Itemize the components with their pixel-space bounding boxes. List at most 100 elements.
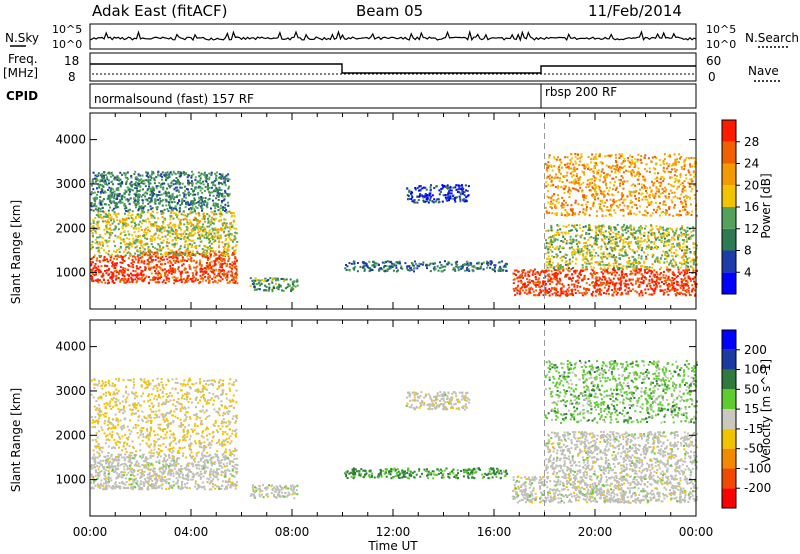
power-scatter-pixel: [163, 228, 166, 231]
power-scatter-pixel: [213, 179, 216, 182]
power-scatter-pixel: [174, 205, 177, 208]
power-scatter-pixel: [626, 243, 629, 246]
power-scatter-pixel: [666, 235, 668, 237]
power-scatter-pixel: [613, 291, 616, 294]
power-scatter-pixel: [215, 253, 218, 256]
power-scatter-pixel: [106, 172, 109, 175]
power-scatter-pixel: [688, 248, 691, 250]
power-scatter-pixel: [642, 274, 645, 277]
power-scatter-pixel: [632, 268, 635, 271]
power-scatter-pixel: [610, 229, 613, 232]
power-scatter-pixel: [419, 185, 422, 188]
power-scatter-pixel: [612, 294, 615, 297]
power-scatter-pixel: [665, 197, 668, 199]
power-scatter-pixel: [101, 244, 104, 247]
power-scatter-pixel: [213, 190, 215, 193]
power-scatter-pixel: [549, 289, 552, 292]
power-scatter-pixel: [118, 271, 121, 274]
power-scatter-pixel: [604, 263, 607, 266]
power-scatter-pixel: [666, 287, 669, 290]
power-scatter-pixel: [395, 270, 398, 273]
power-scatter-pixel: [136, 178, 139, 181]
power-scatter-pixel: [191, 250, 194, 253]
power-scatter-pixel: [200, 235, 203, 238]
power-scatter-pixel: [118, 179, 121, 182]
power-scatter-pixel: [454, 196, 456, 199]
power-scatter-pixel: [109, 189, 112, 191]
power-scatter-pixel: [409, 266, 412, 269]
power-scatter-pixel: [555, 287, 558, 290]
power-scatter-pixel: [468, 262, 471, 265]
power-scatter-pixel: [123, 196, 126, 199]
power-scatter-pixel: [259, 284, 262, 287]
power-scatter-pixel: [603, 237, 606, 240]
power-scatter-pixel: [674, 274, 677, 277]
power-scatter-pixel: [223, 269, 226, 272]
power-scatter-pixel: [194, 228, 197, 231]
power-scatter-pixel: [155, 267, 158, 270]
power-scatter-pixel: [608, 241, 610, 244]
power-scatter-pixel: [529, 292, 532, 295]
power-scatter-pixel: [125, 183, 128, 185]
power-scatter-pixel: [592, 290, 595, 293]
power-scatter-pixel: [156, 211, 159, 214]
power-scatter-pixel: [235, 274, 238, 277]
power-scatter-pixel: [151, 255, 153, 258]
power-scatter-pixel: [97, 265, 100, 268]
power-scatter-pixel: [413, 199, 416, 202]
power-scatter-pixel: [465, 189, 468, 192]
power-scatter-pixel: [458, 191, 461, 194]
power-scatter-pixel: [540, 291, 543, 294]
power-scatter-pixel: [555, 289, 558, 292]
power-scatter-pixel: [226, 250, 229, 253]
power-scatter-pixel: [229, 226, 231, 229]
power-scatter-pixel: [226, 177, 229, 180]
power-scatter-pixel: [138, 199, 141, 202]
power-scatter-pixel: [178, 200, 181, 203]
power-scatter-pixel: [608, 277, 611, 280]
power-scatter-pixel: [98, 227, 101, 230]
power-scatter-pixel: [96, 187, 98, 190]
power-scatter-pixel: [644, 225, 647, 228]
power-scatter-pixel: [218, 181, 221, 184]
power-scatter-pixel: [585, 266, 588, 269]
power-scatter-pixel: [173, 196, 176, 199]
power-scatter-pixel: [643, 265, 646, 268]
power-scatter-pixel: [545, 242, 548, 245]
power-scatter-pixel: [108, 171, 111, 174]
power-scatter-pixel: [151, 236, 154, 238]
power-scatter-pixel: [436, 198, 439, 201]
power-scatter-pixel: [113, 193, 116, 196]
power-scatter-pixel: [229, 222, 232, 224]
power-scatter-pixel: [652, 274, 655, 277]
power-scatter-pixel: [118, 195, 121, 197]
power-scatter-pixel: [128, 211, 131, 214]
power-scatter-pixel: [640, 237, 643, 240]
power-scatter-pixel: [591, 276, 594, 279]
power-scatter-pixel: [146, 199, 149, 202]
power-scatter-pixel: [578, 250, 581, 253]
power-scatter-pixel: [233, 215, 236, 217]
power-scatter-pixel: [686, 257, 689, 260]
power-scatter-pixel: [231, 264, 234, 267]
power-scatter-pixel: [450, 189, 453, 192]
power-scatter-pixel: [139, 239, 142, 242]
power-scatter-pixel: [407, 269, 410, 271]
power-scatter-pixel: [662, 274, 665, 277]
power-scatter-pixel: [594, 237, 597, 240]
power-scatter-pixel: [576, 275, 579, 278]
power-scatter-pixel: [151, 191, 154, 194]
power-scatter-pixel: [230, 226, 233, 228]
power-scatter-pixel: [647, 282, 650, 285]
power-scatter-pixel: [123, 270, 126, 272]
power-scatter-pixel: [489, 260, 492, 263]
power-scatter-pixel: [565, 260, 568, 263]
power-scatter-pixel: [577, 245, 579, 248]
power-scatter-pixel: [651, 247, 654, 250]
power-scatter-pixel: [107, 189, 109, 191]
power-scatter-pixel: [195, 244, 198, 247]
power-scatter-pixel: [197, 228, 200, 231]
power-scatter-pixel: [178, 194, 181, 197]
power-scatter-pixel: [461, 186, 464, 189]
power-scatter-pixel: [123, 281, 126, 284]
